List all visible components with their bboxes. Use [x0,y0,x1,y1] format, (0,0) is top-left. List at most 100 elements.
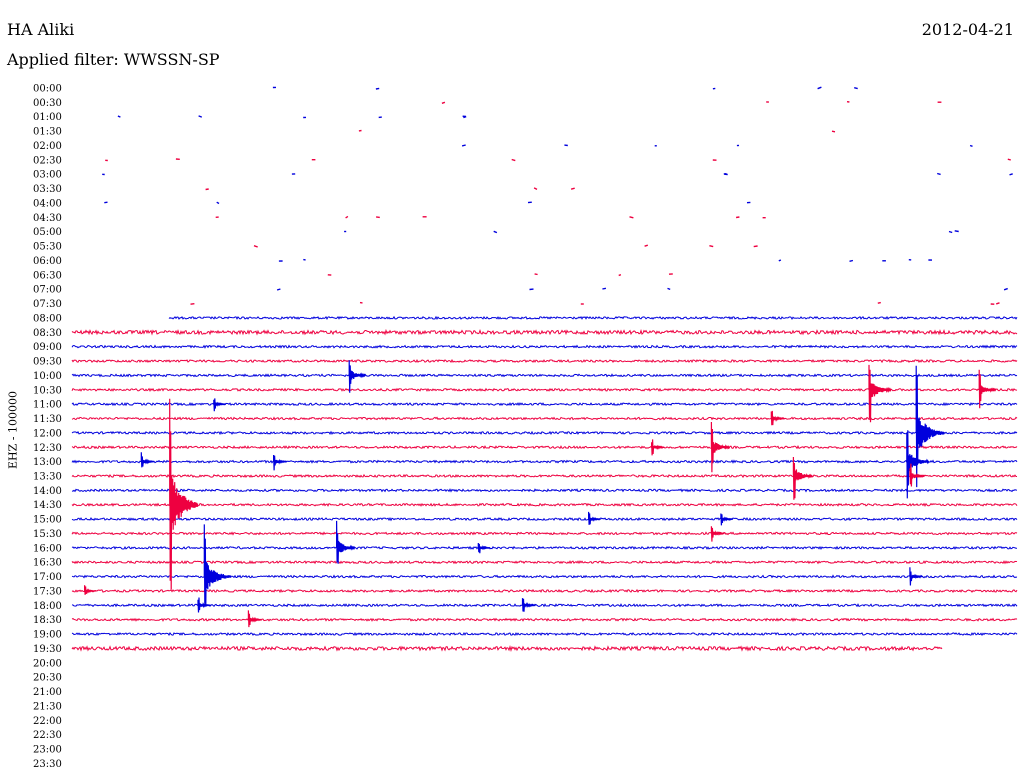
row-time-label: 11:30 [33,414,62,425]
row-time-label: 00:00 [33,84,62,95]
trace-blip [533,187,538,191]
event-spike [906,430,930,499]
trace-blip [629,216,634,219]
row-time-label: 07:00 [33,285,62,296]
row-time-label: 13:30 [33,471,62,482]
trace-blip [345,215,349,219]
trace-blip [995,302,1000,305]
trace-row-13:30 [71,473,1018,479]
row-time-label: 04:00 [33,198,62,209]
trace-blip [667,287,671,291]
row-time-label: 23:00 [33,745,62,756]
row-time-label: 06:30 [33,270,62,281]
trace-row-15:30 [71,531,1018,536]
trace-row-14:30 [71,502,1018,507]
trace-blip [534,273,538,276]
row-time-label: 02:00 [33,141,62,152]
event-spike [909,463,925,487]
trace-blip [877,301,881,304]
trace-row-08:30 [71,328,1018,336]
trace-blip [831,130,836,133]
row-time-label: 01:30 [33,127,62,138]
row-time-label: 10:00 [33,371,62,382]
filter-subtitle: Applied filter: WWSSN-SP [7,50,220,69]
trace-blip [753,245,758,248]
trace-blip [948,230,953,234]
trace-row-12:30 [71,444,1018,450]
event-spike [770,410,785,426]
row-time-label: 22:30 [33,730,62,741]
event-spike [477,542,491,554]
event-spike [710,526,725,542]
row-time-label: 22:00 [33,716,62,727]
event-spike [197,597,212,613]
trace-blip [709,245,714,248]
row-time-label: 18:30 [33,615,62,626]
trace-blip [190,303,195,305]
row-time-label: 05:30 [33,242,62,253]
trace-row-15:00 [71,516,1018,522]
row-time-label: 16:00 [33,543,62,554]
row-time-label: 11:00 [33,400,62,411]
trace-blip [216,201,220,205]
row-time-label: 21:30 [33,701,62,712]
event-spike [588,511,601,525]
row-time-label: 23:30 [33,759,62,770]
row-time-label: 01:00 [33,112,62,123]
row-time-label: 05:00 [33,227,62,238]
trace-blip [493,230,498,234]
trace-blip [198,115,203,118]
trace-row-14:00 [71,488,1018,493]
trace-blip [375,87,380,90]
trace-blip [644,244,649,247]
event-spike [521,598,536,612]
trace-blip [778,259,782,262]
row-time-label: 18:00 [33,601,62,612]
trace-blip [735,216,740,219]
event-spike [203,524,232,606]
event-spike [84,585,97,595]
event-spike [169,398,199,590]
trace-blip [1009,173,1013,176]
trace-row-18:00 [71,603,1018,608]
row-time-label: 12:30 [33,443,62,454]
event-spike [710,421,730,473]
trace-row-10:00 [71,373,1018,378]
event-spike [720,513,734,526]
row-time-label: 14:30 [33,500,62,511]
row-time-label: 19:00 [33,630,62,641]
row-time-label: 20:00 [33,658,62,669]
row-time-label: 06:00 [33,256,62,267]
trace-blip [602,287,607,290]
trace-row-09:30 [71,358,1018,364]
trace-blip [937,172,941,176]
trace-blip [511,158,516,162]
trace-blip [854,87,858,90]
trace-blip [461,144,466,147]
trace-blip [441,101,446,104]
event-spike [915,365,945,488]
trace-blip [376,216,380,219]
row-time-label: 14:00 [33,486,62,497]
record-date: 2012-04-21 [921,20,1014,39]
trace-blip [1003,287,1008,291]
event-spike [213,398,227,412]
row-time-label: 08:00 [33,313,62,324]
trace-row-16:30 [71,560,1018,565]
event-spike [868,364,892,423]
event-spike [336,520,356,564]
event-spike [247,610,262,628]
trace-blip [954,230,959,233]
trace-blip [570,187,575,190]
row-time-label: 07:30 [33,299,62,310]
seismic-traces [71,86,1018,652]
row-time-label: 03:30 [33,184,62,195]
row-time-label: 09:00 [33,342,62,353]
trace-blip [969,144,973,147]
trace-row-08:00 [168,315,1018,321]
event-spike [273,454,287,471]
row-time-label: 15:30 [33,529,62,540]
trace-blip [1007,158,1011,161]
event-spike [651,439,665,456]
